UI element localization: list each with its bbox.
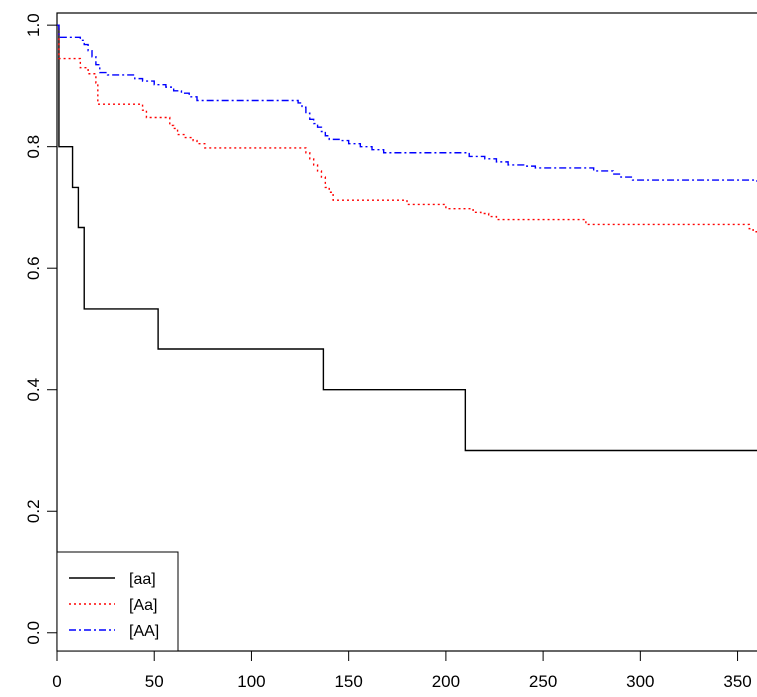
legend-label-2: [AA] (129, 623, 159, 640)
series-line-2 (57, 24, 757, 182)
series-layer (57, 24, 757, 452)
x-tick-label: 150 (334, 672, 362, 691)
y-tick-label: 0.8 (24, 135, 43, 159)
axes-layer: 0 50 100 150 200 250 300 350 0.0 0.2 0.4 0.6 0.8 1.0 (24, 12, 757, 691)
series-line-1 (57, 24, 757, 233)
x-tick-label: 100 (237, 672, 265, 691)
x-tick-label: 300 (626, 672, 654, 691)
y-tick-label: 1.0 (24, 13, 43, 37)
legend-box (56, 551, 179, 652)
x-tick-label: 200 (432, 672, 460, 691)
x-tick-label: 50 (145, 672, 164, 691)
x-tick-label: 0 (52, 672, 61, 691)
y-tick-label: 0.4 (24, 378, 43, 402)
y-tick-label: 0.6 (24, 256, 43, 280)
y-tick-label: 0.0 (24, 621, 43, 645)
x-tick-label: 350 (723, 672, 751, 691)
plot-frame (56, 12, 757, 652)
legend-label-1: [Aa] (129, 597, 157, 614)
chart-legend: [aa] [Aa] [AA] (56, 551, 179, 652)
legend-label-0: [aa] (129, 571, 156, 588)
series-line-0 (57, 24, 757, 452)
y-tick-label: 0.2 (24, 499, 43, 523)
x-tick-label: 250 (529, 672, 557, 691)
